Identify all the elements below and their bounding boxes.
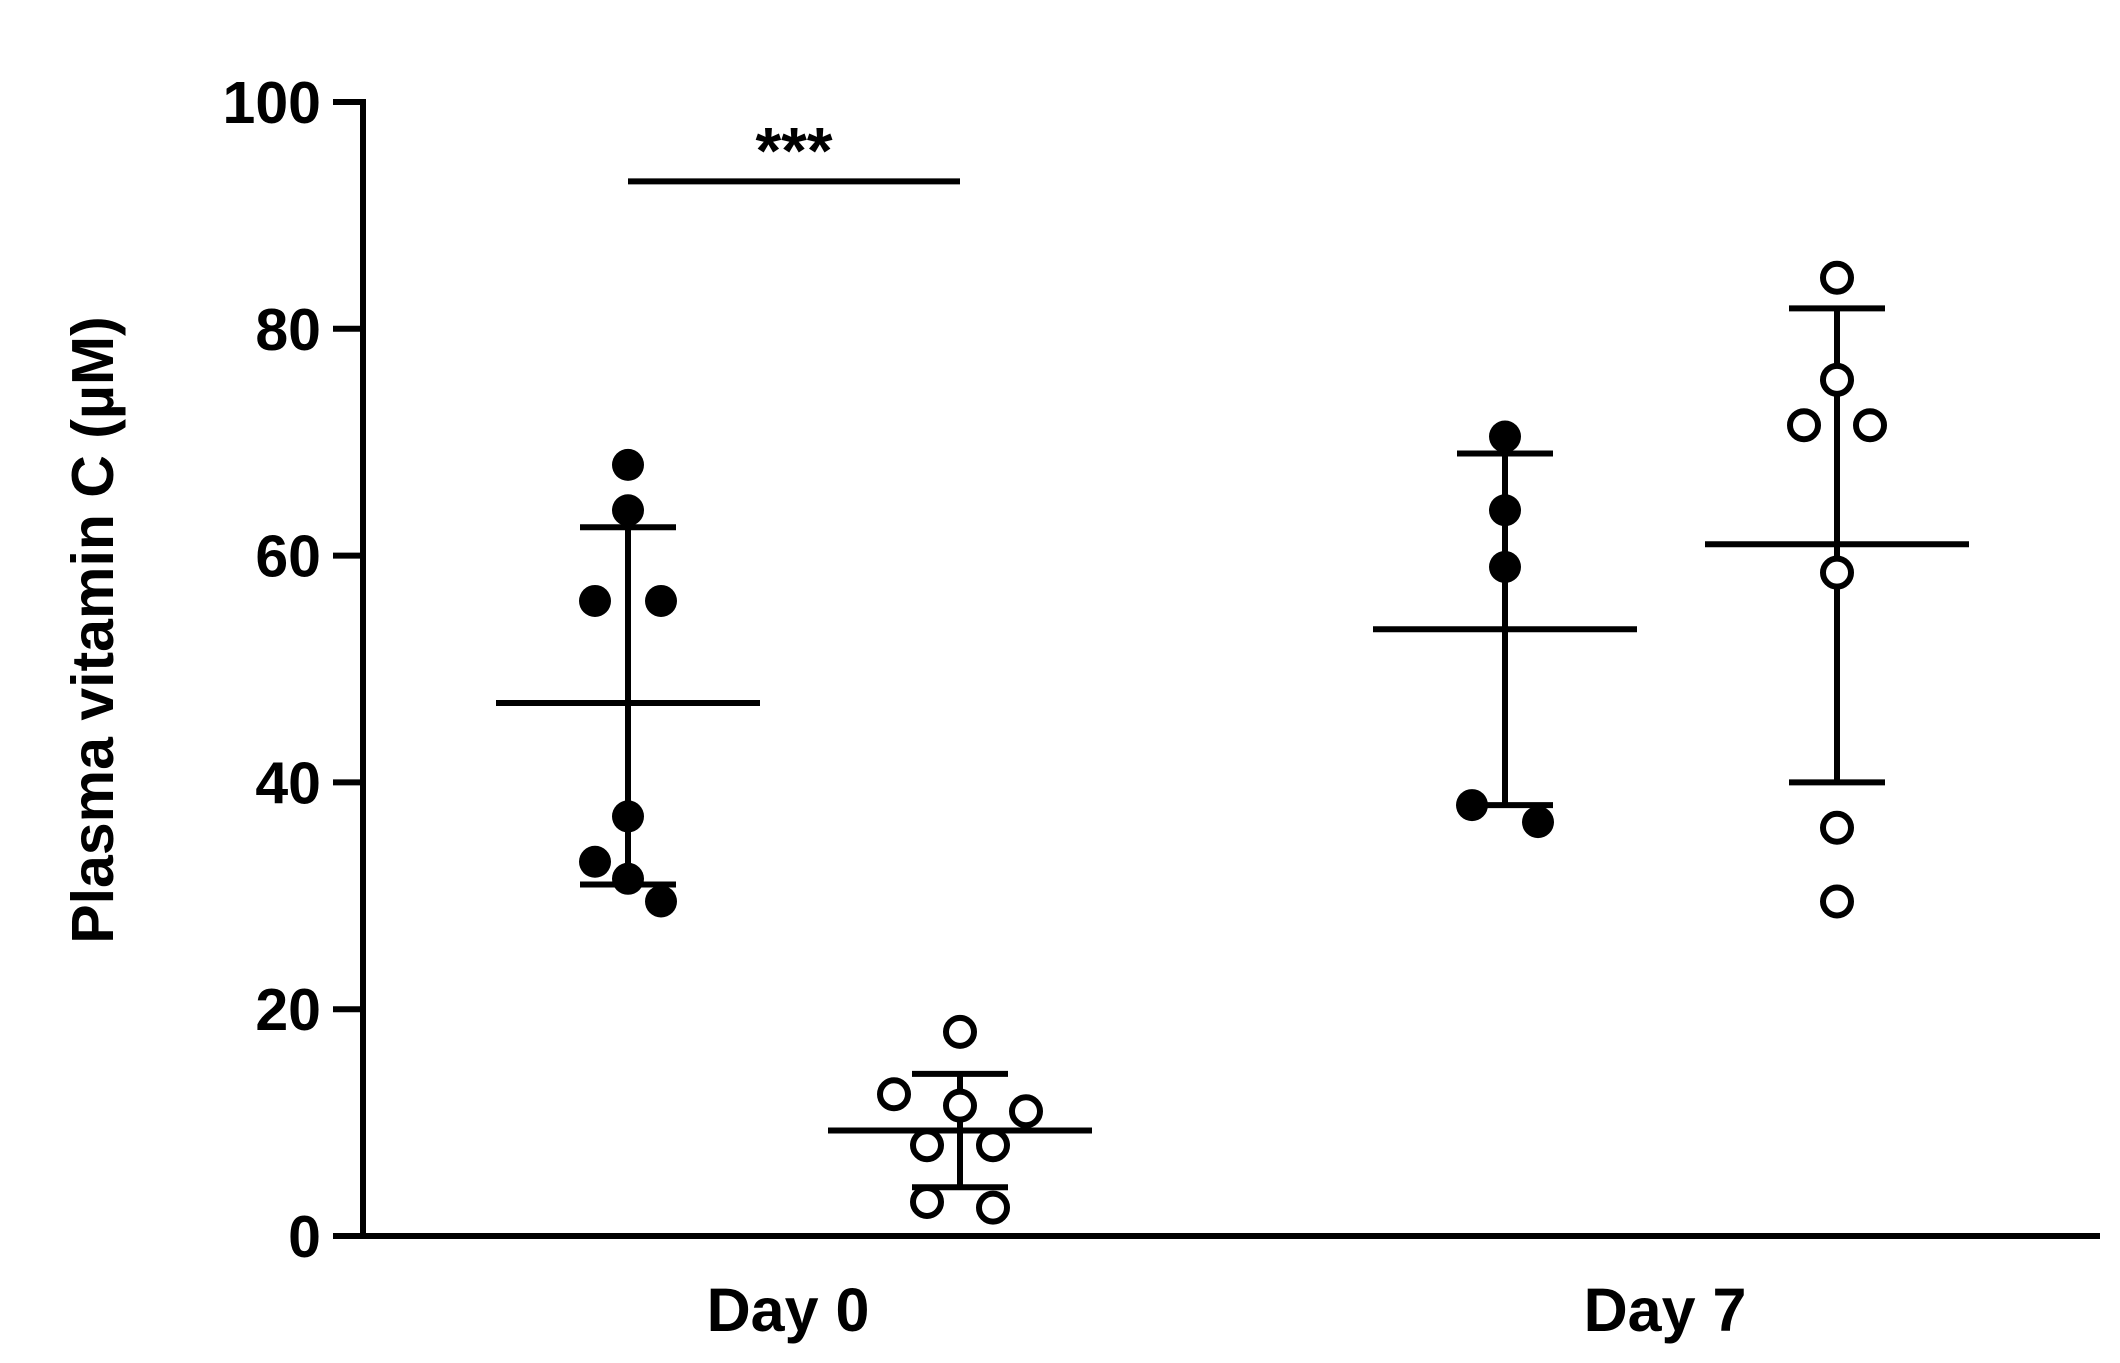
mean-sd-bars [496,305,1969,1191]
data-point-open [943,1014,977,1049]
y-tick-label: 100 [223,70,321,136]
significance-label: *** [755,113,832,187]
data-point-filled [1489,550,1521,583]
data-point-open [910,1184,944,1219]
x-category-label: Day 0 [707,1276,870,1344]
data-point-filled [645,584,677,617]
data-point-open [1820,555,1854,590]
data-point-filled [1456,789,1488,822]
data-point-open [1787,408,1821,443]
y-tick-label: 80 [255,297,321,363]
y-tick-label: 0 [288,1204,321,1270]
data-point-filled [645,885,677,918]
data-point-open [1820,884,1854,919]
data-point-filled [612,862,644,895]
data-point-open [943,1088,977,1123]
significance-annotations: *** [628,113,960,187]
y-axis-ticks: 0 20 40 60 80 100 [223,70,363,1270]
data-point-filled [579,584,611,617]
data-point-open [910,1128,944,1163]
x-category-label: Day 7 [1584,1276,1747,1344]
data-points [579,260,1887,1225]
x-axis-category-labels: Day 0 Day 7 [707,1276,1747,1344]
data-point-filled [612,494,644,527]
data-point-filled [1522,806,1554,839]
data-point-filled [1489,420,1521,453]
data-point-open [877,1077,911,1112]
y-tick-label: 60 [255,524,321,590]
data-point-open [976,1128,1010,1163]
y-tick-label: 20 [255,977,321,1043]
data-point-open [1820,810,1854,845]
data-point-open [1820,362,1854,397]
data-point-open [1820,260,1854,295]
data-point-open [976,1190,1010,1225]
data-point-filled [612,448,644,481]
data-point-filled [579,845,611,878]
data-point-filled [1489,494,1521,527]
data-point-open [1009,1094,1043,1129]
y-axis-title: Plasma vitamin C (µM) [60,316,126,943]
axes [360,99,2100,1239]
data-point-open [1853,408,1887,443]
y-tick-label: 40 [255,750,321,816]
data-point-filled [612,800,644,833]
